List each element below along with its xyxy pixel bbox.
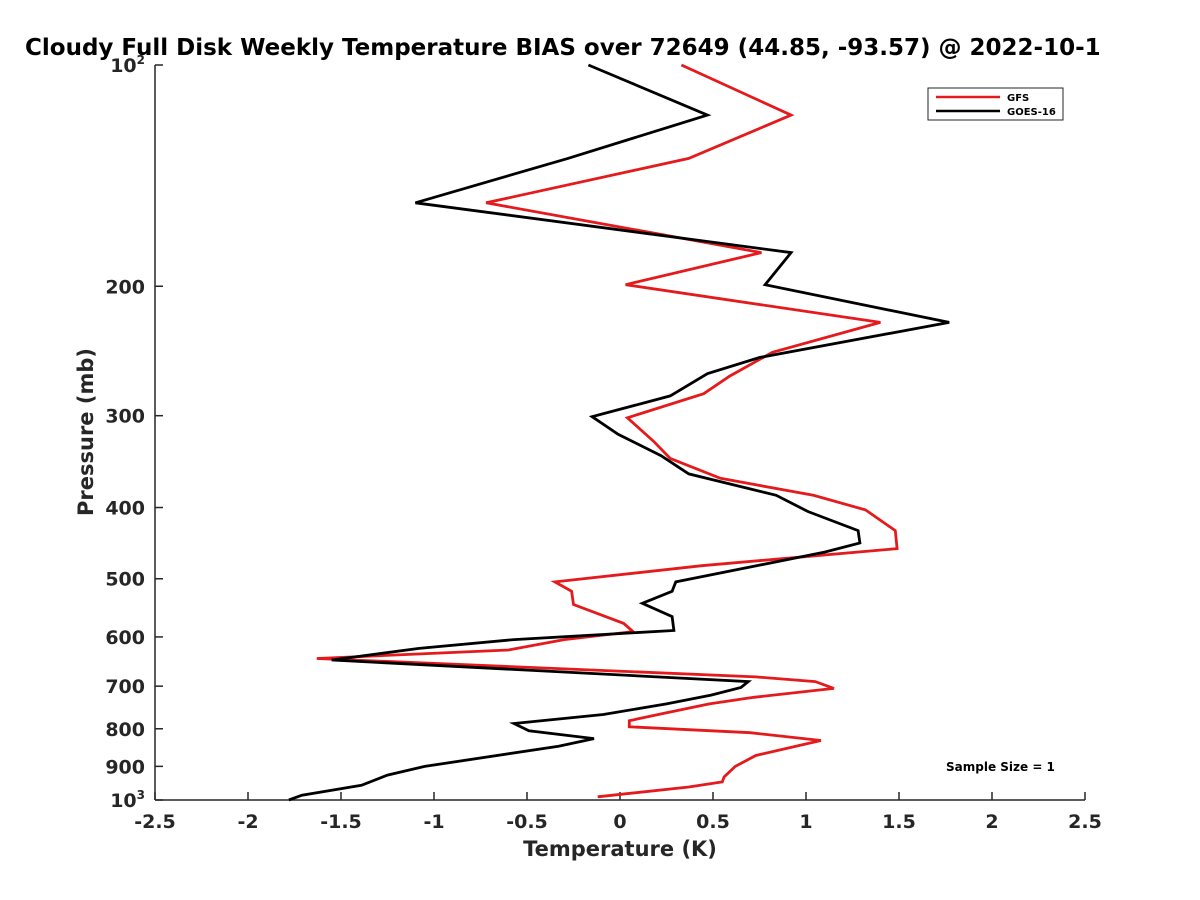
- legend-box: [927, 87, 1064, 121]
- x-axis-label: Temperature (K): [523, 837, 717, 861]
- x-tick-label: 2.5: [1068, 811, 1102, 833]
- x-tick-label: 0: [613, 811, 626, 833]
- x-tick-label: 0.5: [696, 811, 730, 833]
- sample-size-annotation: Sample Size = 1: [946, 760, 1055, 774]
- x-tick-label: 1.5: [882, 811, 916, 833]
- legend: GFS GOES-16: [927, 87, 1064, 121]
- x-tick-label: -0.5: [506, 811, 548, 833]
- y-tick-base: 10: [110, 55, 136, 77]
- y-axis-label: Pressure (mb): [74, 348, 98, 516]
- x-tick-label: 1: [799, 811, 812, 833]
- x-tick-label: -2.5: [134, 811, 176, 833]
- series-line-goes16: [288, 63, 950, 802]
- x-ticks: -2.5 -2 -1.5 -1 -0.5 0 0.5 1 1.5 2 2.5: [134, 792, 1102, 833]
- y-tick-label: 900: [105, 756, 145, 778]
- x-tick-label: -2: [237, 811, 258, 833]
- y-tick-label: 200: [105, 276, 145, 298]
- y-tick-label: 500: [105, 569, 145, 591]
- x-tick-label: -1.5: [320, 811, 362, 833]
- legend-label-gfs: GFS: [1007, 93, 1029, 104]
- series-line-gfs: [316, 63, 899, 799]
- y-tick-label: 400: [105, 498, 145, 520]
- y-tick-label: 300: [105, 406, 145, 428]
- y-tick-label: 700: [105, 676, 145, 698]
- y-tick-label: 102: [110, 53, 145, 77]
- y-tick-exponent: 2: [137, 53, 145, 67]
- x-tick-label: 2: [985, 811, 998, 833]
- y-tick-label: 600: [105, 627, 145, 649]
- y-tick-base: 10: [110, 790, 136, 812]
- legend-label-goes16: GOES-16: [1007, 107, 1056, 118]
- chart-title: Cloudy Full Disk Weekly Temperature BIAS…: [25, 35, 1101, 61]
- x-tick-label: -1: [423, 811, 444, 833]
- series-layer: [288, 63, 950, 802]
- y-tick-exponent: 3: [137, 788, 145, 802]
- y-tick-label: 800: [105, 719, 145, 741]
- y-tick-label: 103: [110, 788, 145, 812]
